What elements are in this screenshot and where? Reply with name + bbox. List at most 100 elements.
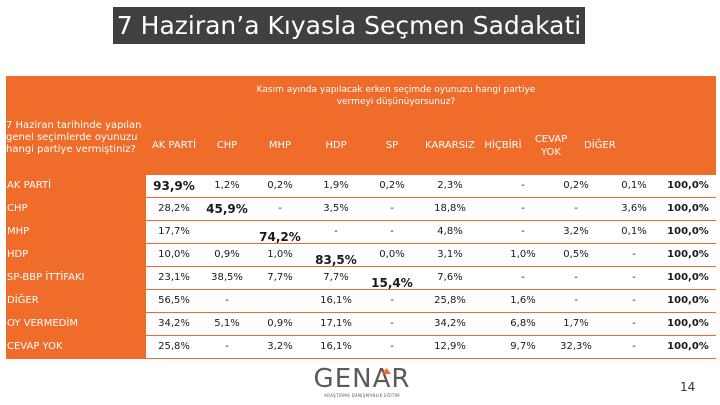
column-header: HİÇBİRİ	[484, 140, 522, 151]
table-cell: -	[390, 295, 394, 306]
column-header: MHP	[268, 140, 292, 151]
table-cell: 38,5%	[211, 272, 243, 283]
table-cell: 1,2%	[214, 180, 240, 191]
table-cell: 3,2%	[267, 341, 293, 352]
column-header: CHP	[216, 140, 238, 151]
table-cell: -	[334, 226, 338, 237]
logo-wordmark: GENAR	[313, 364, 411, 394]
row-label: HDP	[6, 244, 146, 266]
column-question: Kasım ayında yapılacak erken seçimde oyu…	[256, 85, 536, 107]
table-cell: 6,8%	[510, 318, 536, 329]
table-row: HDP 10,0% 0,9% 1,0% 83,5% 0,0% 3,1% 1,0%…	[6, 244, 716, 267]
table-cell: 3,6%	[621, 203, 647, 214]
table-cell: 18,8%	[434, 203, 466, 214]
table-cell	[252, 290, 308, 312]
row-total: 100,0%	[667, 203, 709, 214]
logo-accent-icon	[382, 368, 391, 374]
table-cell: -	[632, 341, 636, 352]
table-cell: 83,5%	[315, 253, 357, 267]
table-cell: 7,6%	[437, 272, 463, 283]
table-row: AK PARTİ 93,9% 1,2% 0,2% 1,9% 0,2% 2,3% …	[6, 175, 716, 198]
table-cell: 1,6%	[510, 295, 536, 306]
row-label: MHP	[6, 221, 146, 243]
row-total: 100,0%	[667, 272, 709, 283]
table-cell: -	[632, 272, 636, 283]
row-label: CHP	[6, 198, 146, 220]
row-total: 100,0%	[667, 180, 709, 191]
table-cell: 12,9%	[434, 341, 466, 352]
table-cell: 25,8%	[434, 295, 466, 306]
table-cell: 0,9%	[214, 249, 240, 260]
table-cell: 1,9%	[323, 180, 349, 191]
table-cell: -	[278, 203, 282, 214]
table-cell: -	[521, 180, 525, 191]
table-cell: 3,5%	[323, 203, 349, 214]
table-cell: 34,2%	[158, 318, 190, 329]
table-row: OY VERMEDİM 34,2% 5,1% 0,9% 17,1% - 34,2…	[6, 313, 716, 336]
table-cell: 1,0%	[510, 249, 536, 260]
row-label: DİĞER	[6, 290, 146, 312]
table-cell: -	[390, 341, 394, 352]
table-cell: 32,3%	[560, 341, 592, 352]
table-cell: 17,7%	[158, 226, 190, 237]
row-label: AK PARTİ	[6, 175, 146, 197]
table-cell: 0,2%	[267, 180, 293, 191]
row-total: 100,0%	[667, 226, 709, 237]
table-cell: 9,7%	[510, 341, 536, 352]
slide-title: 7 Haziran’a Kıyasla Seçmen Sadakati	[113, 7, 585, 44]
table-cell: 5,1%	[214, 318, 240, 329]
column-header: HDP	[325, 140, 347, 151]
table-row: MHP 17,7% 74,2% - - 4,8% - 3,2% 0,1% 100…	[6, 221, 716, 244]
table-cell: 3,1%	[437, 249, 463, 260]
table-cell: 4,8%	[437, 226, 463, 237]
table-cell: -	[632, 318, 636, 329]
table-cell: 25,8%	[158, 341, 190, 352]
table-cell: -	[225, 341, 229, 352]
row-question: 7 Haziran tarihinde yapılan genel seçiml…	[6, 120, 142, 155]
table-cell: -	[390, 226, 394, 237]
table-cell: -	[574, 203, 578, 214]
row-label: CEVAP YOK	[6, 336, 146, 358]
table-cell: -	[521, 272, 525, 283]
column-header: AK PARTİ	[151, 140, 197, 151]
table-cell: 1,7%	[563, 318, 589, 329]
table-cell: 15,4%	[371, 276, 413, 290]
table-cell: 93,9%	[153, 179, 195, 193]
table-cell: 0,5%	[563, 249, 589, 260]
table-cell: 28,2%	[158, 203, 190, 214]
table-cell	[202, 221, 252, 243]
table-cell: 34,2%	[434, 318, 466, 329]
column-header: CEVAP YOK	[534, 133, 568, 158]
genar-logo: GENAR ARAŞTIRMA DANIŞMANLIK EĞİTİM	[312, 366, 412, 401]
column-header: SP	[385, 140, 399, 151]
table-cell: 0,0%	[379, 249, 405, 260]
table-cell: -	[390, 203, 394, 214]
row-total: 100,0%	[667, 341, 709, 352]
row-total: 100,0%	[667, 249, 709, 260]
table-cell: 1,0%	[267, 249, 293, 260]
logo-tagline: ARAŞTIRMA DANIŞMANLIK EĞİTİM	[324, 393, 400, 398]
table-cell: 45,9%	[206, 202, 248, 216]
table-cell: 10,0%	[158, 249, 190, 260]
row-total: 100,0%	[667, 318, 709, 329]
table-cell: 0,1%	[621, 226, 647, 237]
table-cell: 16,1%	[320, 341, 352, 352]
table-cell: 2,3%	[437, 180, 463, 191]
row-total: 100,0%	[667, 295, 709, 306]
table-row: DİĞER 56,5% - 16,1% - 25,8% 1,6% - - 100…	[6, 290, 716, 313]
table-cell: -	[390, 318, 394, 329]
table-cell: 0,2%	[379, 180, 405, 191]
table-cell: 56,5%	[158, 295, 190, 306]
table-cell: 3,2%	[563, 226, 589, 237]
table-cell: -	[632, 295, 636, 306]
table-row: SP-BBP İTTİFAKI 23,1% 38,5% 7,7% 7,7% 15…	[6, 267, 716, 290]
table-cell: -	[225, 295, 229, 306]
page-number: 14	[680, 380, 696, 394]
table-cell: -	[521, 203, 525, 214]
table-cell: 0,2%	[563, 180, 589, 191]
table-cell: 0,9%	[267, 318, 293, 329]
table-row: CEVAP YOK 25,8% - 3,2% 16,1% - 12,9% 9,7…	[6, 336, 716, 359]
question-band: Kasım ayında yapılacak erken seçimde oyu…	[6, 76, 716, 116]
table-cell: 17,1%	[320, 318, 352, 329]
table-cell: -	[574, 295, 578, 306]
